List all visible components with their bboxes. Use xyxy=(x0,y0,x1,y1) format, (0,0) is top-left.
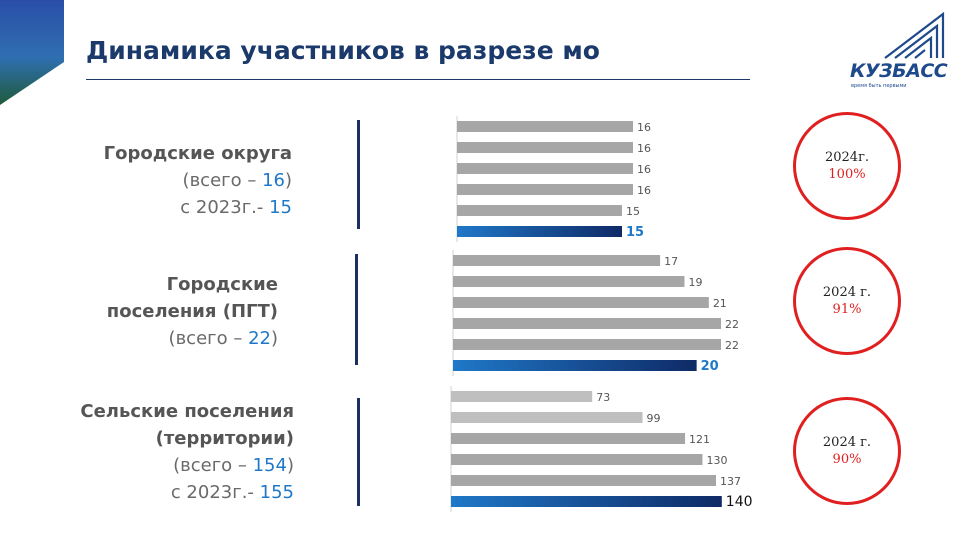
previous-value: 155 xyxy=(259,482,294,503)
section-previous: с 2023г.- 15 xyxy=(180,197,292,218)
bar-value-label: 73 xyxy=(596,391,610,404)
total-value: 22 xyxy=(248,328,271,349)
section-urban-settlements-label: Городские поселения (ПГТ) (всего – 22) xyxy=(107,271,278,352)
page-title: Динамика участников в разрезе мо xyxy=(86,36,600,65)
bar xyxy=(457,184,633,195)
bar xyxy=(453,318,721,329)
bar-value-label: 22 xyxy=(725,339,739,352)
circle-year: 2024г. xyxy=(824,150,870,165)
bar-highlight xyxy=(451,496,722,507)
percent-circle: 2024 г. 90% xyxy=(793,397,901,505)
bar-highlight xyxy=(457,226,622,237)
section-heading: поселения (ПГТ) xyxy=(106,301,278,322)
circle-percent: 100% xyxy=(828,167,866,182)
section-divider xyxy=(357,120,360,229)
bar xyxy=(457,205,622,216)
title-underline xyxy=(86,79,750,80)
logo-tagline: время быть первыми xyxy=(851,83,907,89)
bar-value-label: 15 xyxy=(626,225,644,240)
previous-value: 15 xyxy=(269,197,292,218)
total-value: 16 xyxy=(262,170,285,191)
bar-value-label: 20 xyxy=(701,359,719,374)
bar-value-label: 16 xyxy=(637,142,651,155)
circle-percent: 90% xyxy=(832,452,862,467)
percent-circle: 2024 г. 91% xyxy=(793,247,901,355)
section-rural-settlements-label: Сельские поселения (территории) (всего –… xyxy=(80,398,294,506)
bar xyxy=(453,297,709,308)
bar xyxy=(453,339,721,350)
bar xyxy=(457,142,633,153)
circle-year: 2024 г. xyxy=(822,285,872,300)
bar-value-label: 22 xyxy=(725,318,739,331)
bar-value-label: 121 xyxy=(689,433,710,446)
bar-value-label: 21 xyxy=(713,297,727,310)
bar xyxy=(451,475,716,486)
section-divider xyxy=(357,398,360,506)
bar xyxy=(457,121,633,132)
section-heading: (территории) xyxy=(155,428,294,449)
bar-value-label: 17 xyxy=(664,255,678,268)
bar-value-label: 137 xyxy=(720,475,741,488)
bar-highlight xyxy=(453,360,697,371)
section-previous: с 2023г.- 155 xyxy=(170,482,294,503)
section-total: (всего – 16) xyxy=(182,170,292,191)
section-total: (всего – 154) xyxy=(173,455,294,476)
section-total: (всего – 22) xyxy=(168,328,278,349)
section-urban-districts-label: Городские округа (всего – 16) с 2023г.- … xyxy=(104,140,292,221)
bar xyxy=(451,454,703,465)
bar-value-label: 99 xyxy=(646,412,660,425)
bar-value-label: 16 xyxy=(637,163,651,176)
bar-value-label: 130 xyxy=(706,454,727,467)
bar xyxy=(451,391,593,402)
bar-charts: 16 16 16 16 15 15 17 19 21 22 22 20 73 99 121 130 137 140 xyxy=(450,116,753,512)
total-value: 154 xyxy=(252,455,287,476)
bar xyxy=(451,433,686,444)
bar-value-label: 140 xyxy=(726,494,753,510)
corner-decoration xyxy=(0,0,64,105)
circle-percent: 91% xyxy=(832,302,862,317)
section-heading: Городские округа xyxy=(103,143,292,164)
circle-year: 2024 г. xyxy=(822,435,872,450)
bar-value-label: 15 xyxy=(626,205,640,218)
kuzbass-logo-icon xyxy=(884,12,945,59)
bar-value-label: 19 xyxy=(688,276,702,289)
section-heading: Сельские поселения xyxy=(80,401,294,422)
section-heading: Городские xyxy=(166,274,278,295)
bar-value-label: 16 xyxy=(637,184,651,197)
bar xyxy=(453,276,685,287)
logo-name: КУЗБАСС xyxy=(850,60,948,82)
bar-value-label: 16 xyxy=(637,121,651,134)
section-divider xyxy=(355,254,358,365)
bar xyxy=(457,163,633,174)
bar xyxy=(451,412,643,423)
percent-circle: 2024г. 100% xyxy=(793,112,901,220)
bar xyxy=(453,255,661,266)
